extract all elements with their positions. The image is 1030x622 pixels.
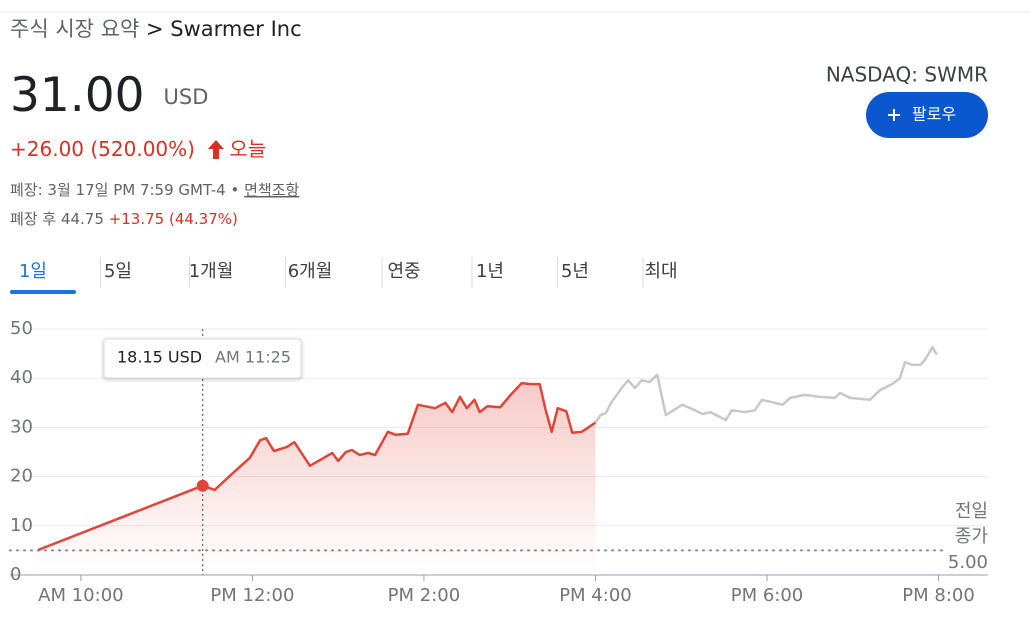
up-arrow-icon xyxy=(207,140,224,159)
after-hours-change: +13.75 (44.37%) xyxy=(109,210,238,228)
y-tick-label: 30 xyxy=(10,416,33,437)
exchange: NASDAQ: SWMR xyxy=(826,63,988,87)
follow-button-bg[interactable] xyxy=(866,92,988,138)
breadcrumb-separator: > xyxy=(146,17,164,41)
range-tab[interactable]: 최대 xyxy=(644,261,677,282)
x-tick-label: PM 12:00 xyxy=(210,585,294,606)
close-info-line: 폐장: 3월 17일 PM 7:59 GMT-4 • 면책조항 xyxy=(10,181,300,199)
range-tabs: 1일 5일 1개월 6개월 연중 1년 5년 최대 xyxy=(10,257,678,294)
range-tab[interactable]: 연중 xyxy=(387,261,420,282)
x-tick-label: PM 6:00 xyxy=(731,585,804,606)
y-tick-label: 10 xyxy=(10,515,33,536)
breadcrumb-parent[interactable]: 주식 시장 요약 xyxy=(10,17,139,41)
period: 오늘 xyxy=(229,137,266,161)
x-tick-label: PM 4:00 xyxy=(559,585,632,606)
after-hours-label: 폐장 후 xyxy=(10,210,56,228)
y-tick-label: 20 xyxy=(10,466,33,487)
company-name: Swarmer Inc xyxy=(170,17,301,41)
x-tick-label: AM 10:00 xyxy=(38,585,123,606)
plus-icon xyxy=(888,109,900,121)
price-chart: 0 10 20 30 40 50 AM 10:00 PM 12:00 PM 2:00 PM 4:0… xyxy=(9,318,988,606)
previous-close-value: 5.00 xyxy=(948,552,988,573)
y-tick-label: 40 xyxy=(10,367,33,388)
price-line: 31.00 USD xyxy=(10,68,208,123)
previous-close-label: 종가 xyxy=(955,526,988,547)
active-tab-indicator xyxy=(10,290,76,294)
range-tab[interactable]: 5일 xyxy=(104,261,132,282)
previous-close-label: 전일 xyxy=(955,501,988,522)
hover-point xyxy=(196,479,209,492)
change: +26.00 (520.00%) xyxy=(10,137,195,161)
follow-label[interactable]: 팔로우 xyxy=(912,105,956,124)
after-hours-line: 폐장 후 44.75 +13.75 (44.37%) xyxy=(10,210,238,228)
after-hours-price: 44.75 xyxy=(61,210,104,228)
close-info: 폐장: 3월 17일 PM 7:59 GMT-4 • xyxy=(10,181,239,199)
range-tab[interactable]: 1개월 xyxy=(189,261,234,282)
y-tick-label: 0 xyxy=(10,564,21,585)
range-tab[interactable]: 6개월 xyxy=(288,261,333,282)
price-area xyxy=(38,383,596,575)
range-tab[interactable]: 5년 xyxy=(561,261,589,282)
y-tick-label: 50 xyxy=(10,318,33,339)
tooltip-time: AM 11:25 xyxy=(215,348,291,367)
price: 31.00 xyxy=(10,68,145,123)
disclaimer-link[interactable]: 면책조항 xyxy=(244,181,299,199)
follow-button[interactable]: 팔로우 xyxy=(866,92,988,138)
range-tab[interactable]: 1년 xyxy=(476,261,504,282)
x-tick-label: PM 8:00 xyxy=(902,585,975,606)
price-line xyxy=(594,345,938,424)
change-line: +26.00 (520.00%) 오늘 xyxy=(10,137,266,161)
price-line xyxy=(37,381,597,552)
currency: USD xyxy=(164,85,209,109)
range-tab[interactable]: 1일 xyxy=(19,261,47,282)
x-tick-label: PM 2:00 xyxy=(388,585,461,606)
tooltip-value: 18.15 USD xyxy=(117,348,202,367)
breadcrumb: 주식 시장 요약 > Swarmer Inc xyxy=(10,17,302,41)
tooltip-box xyxy=(103,338,302,379)
